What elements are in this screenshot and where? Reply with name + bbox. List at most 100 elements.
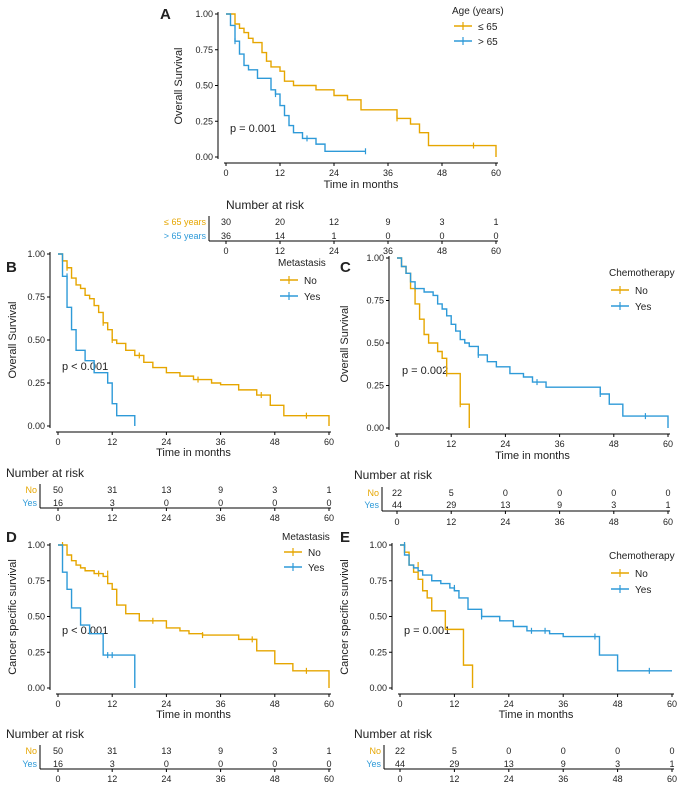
y-tick-label: 0.75: [27, 292, 45, 302]
risk-row-label: No: [25, 485, 37, 495]
legend: Age (years) ≤ 65 > 65: [452, 6, 504, 48]
risk-count: 0: [272, 498, 277, 508]
risk-x-tick-label: 0: [55, 513, 60, 523]
y-tick-label: 0.25: [27, 647, 45, 657]
survival-curve-group-a: [226, 13, 497, 157]
risk-count: 16: [53, 498, 63, 508]
risk-count: 31: [107, 485, 117, 495]
risk-count: 1: [669, 759, 674, 769]
risk-count: 31: [107, 746, 117, 756]
risk-row-label: No: [369, 746, 381, 756]
y-tick-label: 0.25: [195, 116, 213, 126]
risk-count: 3: [611, 500, 616, 510]
x-axis-title: Time in months: [495, 450, 570, 462]
risk-count: 13: [500, 500, 510, 510]
x-tick-label: 48: [613, 699, 623, 709]
risk-count: 0: [439, 231, 444, 241]
risk-count: 14: [275, 231, 285, 241]
x-tick-label: 60: [491, 168, 501, 178]
risk-count: 0: [218, 498, 223, 508]
risk-count: 3: [272, 746, 277, 756]
risk-x-tick-label: 0: [397, 774, 402, 784]
panel-letter: E: [340, 529, 350, 546]
risk-count: 5: [449, 488, 454, 498]
risk-x-tick-label: 36: [558, 774, 568, 784]
risk-x-tick-label: 60: [324, 774, 334, 784]
legend: Metastasis No Yes: [278, 258, 326, 303]
legend-item-group-a: No: [284, 548, 321, 559]
legend-title: Chemotherapy: [609, 551, 675, 562]
risk-count: 22: [395, 746, 405, 756]
x-tick-label: 36: [216, 437, 226, 447]
legend: Chemotherapy No Yes: [609, 268, 675, 313]
risk-count: 1: [326, 746, 331, 756]
y-axis-title: Overall Survival: [339, 305, 351, 382]
risk-count: 0: [326, 498, 331, 508]
risk-x-tick-label: 36: [383, 246, 393, 256]
survival-curve-group-a: [58, 544, 330, 688]
risk-x-tick-label: 12: [446, 517, 456, 527]
legend-label: No: [635, 286, 648, 297]
x-tick-label: 0: [55, 437, 60, 447]
x-axis-title: Time in months: [156, 447, 231, 459]
legend-label: Yes: [304, 292, 320, 303]
survival-curve-group-a: [397, 257, 470, 428]
survival-curve-group-b: [58, 544, 136, 688]
risk-x-tick-label: 48: [437, 246, 447, 256]
risk-x-tick-label: 12: [107, 513, 117, 523]
risk-table: Number at risk No 22 5 0 0 0 0 Yes 44 29 13 9 3 1 0 12 24…: [354, 468, 673, 527]
risk-count: 0: [615, 746, 620, 756]
risk-x-tick-label: 48: [613, 774, 623, 784]
x-tick-label: 0: [397, 699, 402, 709]
survival-curve-group-b: [400, 544, 672, 672]
x-tick-label: 0: [394, 439, 399, 449]
risk-count: 1: [326, 485, 331, 495]
risk-count: 0: [385, 231, 390, 241]
x-axis-title: Time in months: [324, 179, 399, 191]
legend-label: No: [635, 569, 648, 580]
legend-title: Age (years): [452, 6, 504, 17]
y-tick-label: 1.00: [195, 9, 213, 19]
risk-x-tick-label: 0: [394, 517, 399, 527]
p-value: p = 0.001: [230, 123, 276, 135]
x-tick-label: 0: [223, 168, 228, 178]
legend-item-group-b: Yes: [284, 563, 324, 574]
risk-table-title: Number at risk: [226, 198, 305, 212]
risk-x-tick-label: 24: [161, 513, 171, 523]
y-axis-title: Overall Survival: [7, 301, 19, 378]
risk-count: 3: [439, 217, 444, 227]
legend-item-group-a: No: [611, 286, 648, 297]
risk-x-tick-label: 48: [609, 517, 619, 527]
x-tick-label: 60: [324, 699, 334, 709]
legend-item-group-a: No: [611, 569, 648, 580]
risk-row-label: Yes: [364, 500, 379, 510]
x-tick-label: 48: [270, 437, 280, 447]
risk-table: Number at risk ≤ 65 years 30 20 12 9 3 1 > 65 ye…: [164, 198, 501, 256]
risk-x-tick-label: 36: [216, 513, 226, 523]
panel-letter: C: [340, 259, 351, 276]
risk-count: 50: [53, 746, 63, 756]
panel-letter: D: [6, 529, 17, 546]
x-tick-label: 48: [437, 168, 447, 178]
risk-count: 9: [561, 759, 566, 769]
risk-x-tick-label: 0: [223, 246, 228, 256]
legend-item-group-b: Yes: [280, 292, 320, 303]
p-value: p < 0.001: [62, 625, 108, 637]
risk-table-title: Number at risk: [354, 727, 433, 741]
risk-table-title: Number at risk: [6, 466, 85, 480]
risk-count: 5: [452, 746, 457, 756]
y-tick-label: 0.00: [366, 423, 384, 433]
x-tick-label: 0: [55, 699, 60, 709]
risk-count: 0: [506, 746, 511, 756]
risk-count: 13: [161, 485, 171, 495]
risk-count: 44: [395, 759, 405, 769]
survival-curve-group-b: [397, 257, 669, 428]
risk-count: 20: [275, 217, 285, 227]
legend-item-group-a: No: [280, 276, 317, 287]
y-tick-label: 0.75: [366, 296, 384, 306]
risk-row-label: > 65 years: [164, 231, 207, 241]
risk-row-label: ≤ 65 years: [164, 217, 206, 227]
risk-count: 1: [665, 500, 670, 510]
x-axis-title: Time in months: [499, 709, 574, 721]
